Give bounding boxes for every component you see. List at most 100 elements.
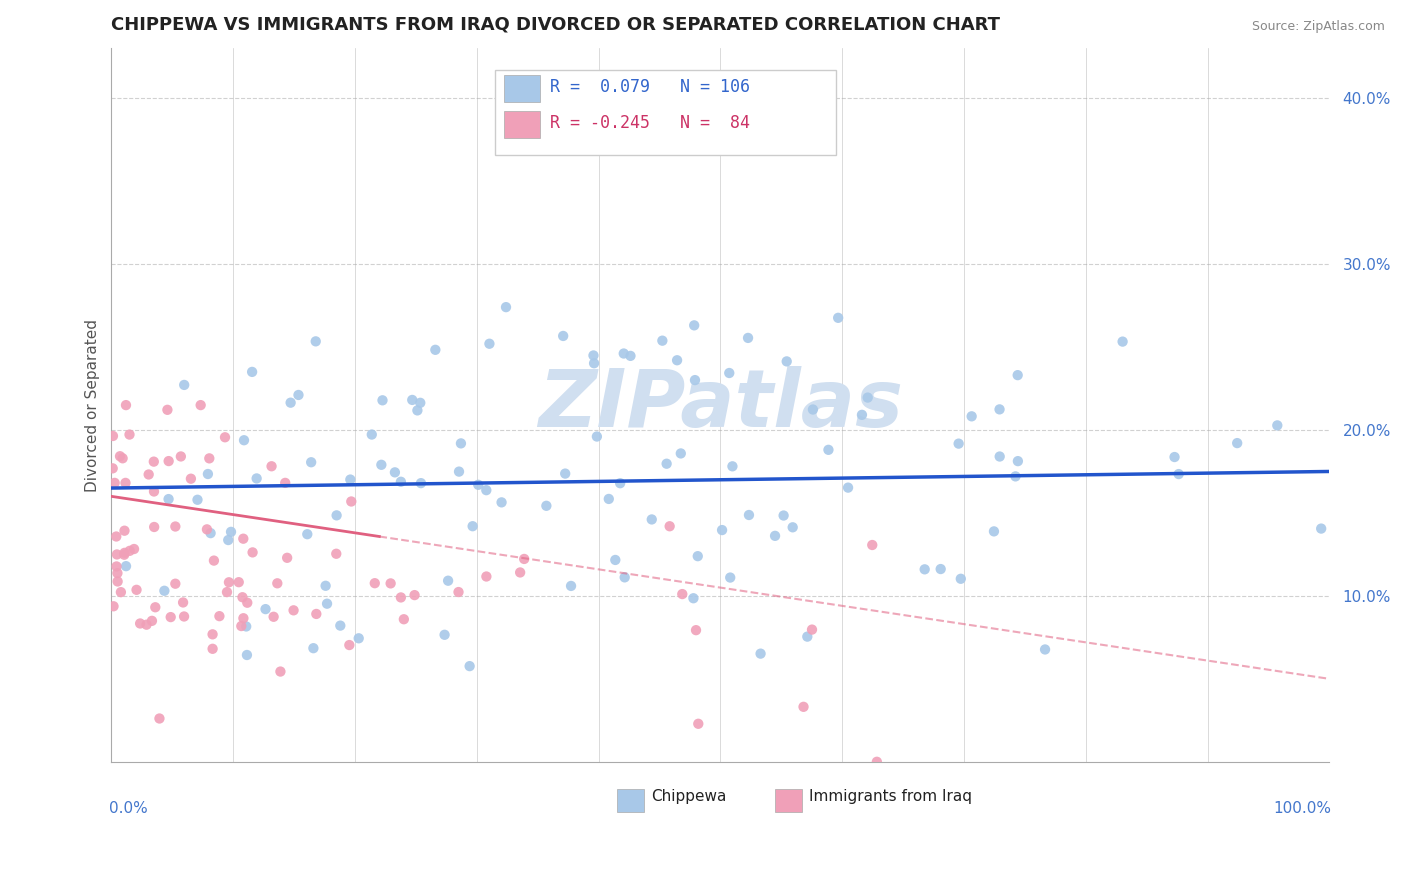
Point [1033, 642, 1056, 657]
Point [683, 318, 706, 333]
Point [305, 607, 328, 621]
Point [201, 641, 224, 656]
Point [143, 484, 166, 499]
Point [364, 576, 387, 591]
Point [711, 523, 734, 537]
Point [929, 562, 952, 576]
Point [658, 519, 681, 533]
Point [266, 576, 288, 591]
Point [269, 665, 291, 679]
Point [669, 446, 692, 460]
Point [447, 465, 470, 479]
Point [217, 533, 239, 547]
Point [105, 559, 128, 574]
Point [718, 570, 741, 584]
Point [173, 609, 195, 624]
Point [458, 659, 481, 673]
Point [389, 475, 412, 489]
Point [949, 572, 972, 586]
Point [609, 476, 631, 491]
Point [737, 331, 759, 345]
Point [478, 336, 501, 351]
Point [801, 623, 824, 637]
Point [641, 512, 664, 526]
Point [231, 619, 253, 633]
Point [536, 499, 558, 513]
Point [283, 603, 305, 617]
Point [560, 579, 582, 593]
Point [186, 492, 208, 507]
FancyBboxPatch shape [503, 75, 540, 102]
Point [159, 610, 181, 624]
Point [384, 466, 406, 480]
Point [325, 547, 347, 561]
Point [180, 472, 202, 486]
Point [157, 454, 180, 468]
Point [108, 449, 131, 463]
Point [115, 398, 138, 412]
Point [495, 300, 517, 314]
FancyBboxPatch shape [503, 111, 540, 137]
Point [960, 409, 983, 424]
Point [406, 403, 429, 417]
Point [201, 627, 224, 641]
Point [143, 600, 166, 615]
Point [1265, 418, 1288, 433]
Point [316, 597, 339, 611]
Text: Source: ZipAtlas.com: Source: ZipAtlas.com [1251, 20, 1385, 33]
Point [605, 553, 627, 567]
Point [299, 455, 322, 469]
FancyBboxPatch shape [495, 70, 837, 155]
Point [114, 475, 136, 490]
Point [1004, 469, 1026, 483]
Point [513, 552, 536, 566]
Point [613, 346, 636, 360]
Point [233, 434, 256, 448]
Point [325, 508, 347, 523]
Text: ZIPatlas: ZIPatlas [538, 366, 903, 444]
Text: 100.0%: 100.0% [1274, 801, 1331, 816]
Point [370, 458, 392, 472]
Point [246, 471, 269, 485]
Point [200, 526, 222, 541]
Point [1167, 467, 1189, 481]
Point [118, 544, 141, 558]
Point [851, 408, 873, 422]
Point [671, 587, 693, 601]
Y-axis label: Divorced or Separated: Divorced or Separated [86, 318, 100, 491]
Point [613, 570, 636, 584]
Point [409, 396, 432, 410]
Text: CHIPPEWA VS IMMIGRANTS FROM IRAQ DIVORCED OR SEPARATED CORRELATION CHART: CHIPPEWA VS IMMIGRANTS FROM IRAQ DIVORCE… [111, 15, 1001, 33]
Point [1310, 522, 1333, 536]
Point [817, 442, 839, 457]
Point [948, 436, 970, 450]
Point [749, 647, 772, 661]
Point [215, 585, 238, 599]
Point [165, 519, 187, 533]
Point [433, 628, 456, 642]
Point [801, 402, 824, 417]
Point [112, 548, 135, 562]
Point [197, 467, 219, 481]
Point [389, 591, 412, 605]
Point [104, 475, 127, 490]
Point [856, 391, 879, 405]
Point [582, 348, 605, 362]
Point [1007, 368, 1029, 383]
Point [236, 648, 259, 662]
Point [235, 619, 257, 633]
Point [125, 582, 148, 597]
Point [718, 366, 741, 380]
Point [837, 481, 859, 495]
Point [437, 574, 460, 588]
Point [287, 388, 309, 402]
Point [202, 553, 225, 567]
Point [347, 632, 370, 646]
Point [107, 566, 129, 581]
Point [447, 585, 470, 599]
Point [142, 455, 165, 469]
Point [682, 591, 704, 606]
Point [371, 393, 394, 408]
Point [792, 699, 814, 714]
Point [101, 461, 124, 475]
